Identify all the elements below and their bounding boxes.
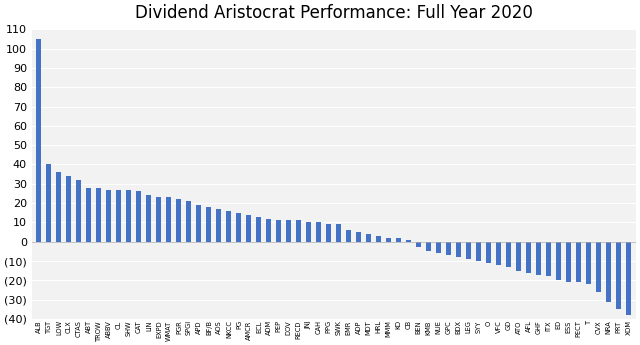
Bar: [586, 242, 591, 284]
Bar: [356, 232, 362, 242]
Bar: [257, 217, 261, 242]
Bar: [307, 223, 312, 242]
Bar: [486, 242, 492, 263]
Bar: [126, 189, 131, 242]
Title: Dividend Aristocrat Performance: Full Year 2020: Dividend Aristocrat Performance: Full Ye…: [135, 4, 533, 22]
Bar: [186, 201, 191, 242]
Bar: [556, 242, 561, 280]
Bar: [106, 189, 111, 242]
Bar: [376, 236, 381, 242]
Bar: [606, 242, 611, 302]
Bar: [417, 242, 421, 247]
Bar: [426, 242, 431, 252]
Bar: [147, 195, 152, 242]
Bar: [97, 188, 101, 242]
Bar: [156, 197, 161, 242]
Bar: [387, 238, 392, 242]
Bar: [596, 242, 602, 292]
Bar: [476, 242, 481, 261]
Bar: [266, 218, 271, 242]
Bar: [526, 242, 531, 273]
Bar: [296, 220, 301, 242]
Bar: [406, 240, 412, 242]
Bar: [56, 172, 61, 242]
Bar: [456, 242, 461, 257]
Bar: [67, 176, 72, 242]
Bar: [366, 234, 371, 242]
Bar: [446, 242, 451, 255]
Bar: [36, 39, 42, 242]
Bar: [166, 197, 172, 242]
Bar: [216, 209, 221, 242]
Bar: [566, 242, 572, 282]
Bar: [396, 238, 401, 242]
Bar: [177, 199, 181, 242]
Bar: [577, 242, 581, 282]
Bar: [616, 242, 621, 309]
Bar: [276, 220, 282, 242]
Bar: [627, 242, 631, 315]
Bar: [337, 224, 341, 242]
Bar: [497, 242, 501, 265]
Bar: [326, 224, 332, 242]
Bar: [506, 242, 511, 267]
Bar: [516, 242, 522, 271]
Bar: [536, 242, 541, 275]
Bar: [86, 188, 92, 242]
Bar: [116, 189, 122, 242]
Bar: [246, 215, 252, 242]
Bar: [76, 180, 81, 242]
Bar: [227, 211, 232, 242]
Bar: [196, 205, 202, 242]
Bar: [236, 213, 241, 242]
Bar: [436, 242, 442, 253]
Bar: [47, 165, 51, 242]
Bar: [136, 191, 141, 242]
Bar: [547, 242, 551, 276]
Bar: [286, 220, 291, 242]
Bar: [316, 223, 321, 242]
Bar: [346, 230, 351, 242]
Bar: [206, 207, 211, 242]
Bar: [467, 242, 471, 259]
